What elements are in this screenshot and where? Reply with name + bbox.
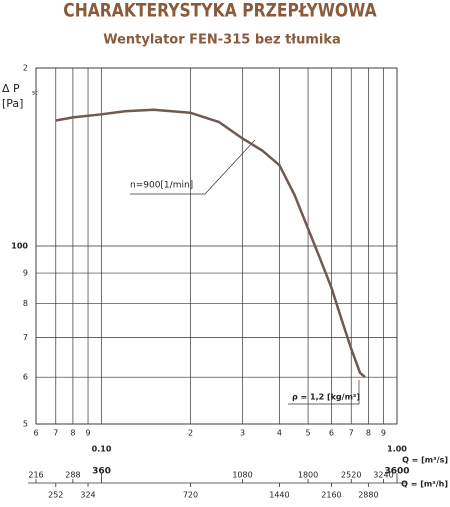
x2-tick-label: 2160 [321, 491, 341, 500]
x-tick-label: 8 [70, 429, 75, 438]
y-tick-label: 6 [23, 373, 28, 382]
series-leader [130, 139, 256, 195]
x2-tick-label: 360 [92, 467, 111, 477]
y-tick-label: 8 [23, 299, 28, 308]
x2-tick-label: 324 [80, 491, 95, 500]
series-label: n=900[1/min] [130, 181, 193, 191]
x-tick-label: 1.00 [387, 445, 407, 454]
x2-tick-label: 1800 [298, 471, 318, 480]
x2-tick-label: 288 [65, 471, 80, 480]
y-tick-label: 2 [23, 64, 28, 73]
y-tick-label: 7 [23, 333, 28, 342]
x-tick-label: 4 [277, 429, 282, 438]
x2-tick-label: 3240 [373, 471, 393, 480]
y-label: Δ P [2, 82, 20, 95]
curve [55, 108, 366, 379]
chart-title: CHARAKTERYSTYKA PRZEPŁYWOWA [63, 0, 377, 22]
y-tick-label: 100 [11, 242, 28, 251]
x-tick-label: 9 [85, 429, 90, 438]
y-label-sub: st [32, 90, 38, 97]
x-tick-label: 8 [366, 429, 371, 438]
x2-unit: Q = [m³/h] [401, 480, 448, 489]
x-tick-label: 6 [329, 429, 334, 438]
x2-tick-label: 216 [28, 471, 43, 480]
x-tick-label: 0.10 [92, 445, 112, 454]
x2-tick-label: 2520 [341, 471, 361, 480]
x2-tick-label: 1440 [269, 491, 289, 500]
x-tick-label: 3 [240, 429, 245, 438]
x-tick-label: 7 [53, 429, 58, 438]
x-tick-label: 9 [381, 429, 386, 438]
x-unit: Q = [m³/s] [402, 456, 448, 465]
x-tick-label: 2 [188, 429, 193, 438]
y-tick-label: 9 [23, 269, 28, 278]
chart-subtitle: Wentylator FEN-315 bez tłumika [103, 33, 341, 48]
y-unit: [Pa] [2, 97, 23, 110]
x2-tick-label: 720 [183, 491, 198, 500]
x2-tick-label: 1080 [232, 471, 252, 480]
x-tick-label: 6 [33, 429, 38, 438]
y-tick-label: 5 [23, 420, 28, 429]
annotation-bracket [288, 380, 360, 405]
x-tick-label: 7 [349, 429, 354, 438]
x2-tick-label: 252 [48, 491, 63, 500]
x2-tick-label: 2880 [358, 491, 378, 500]
x-tick-label: 5 [306, 429, 311, 438]
x2-tick-label: 3600 [384, 467, 409, 477]
annotation: ρ = 1,2 [kg/m³] [292, 393, 360, 402]
